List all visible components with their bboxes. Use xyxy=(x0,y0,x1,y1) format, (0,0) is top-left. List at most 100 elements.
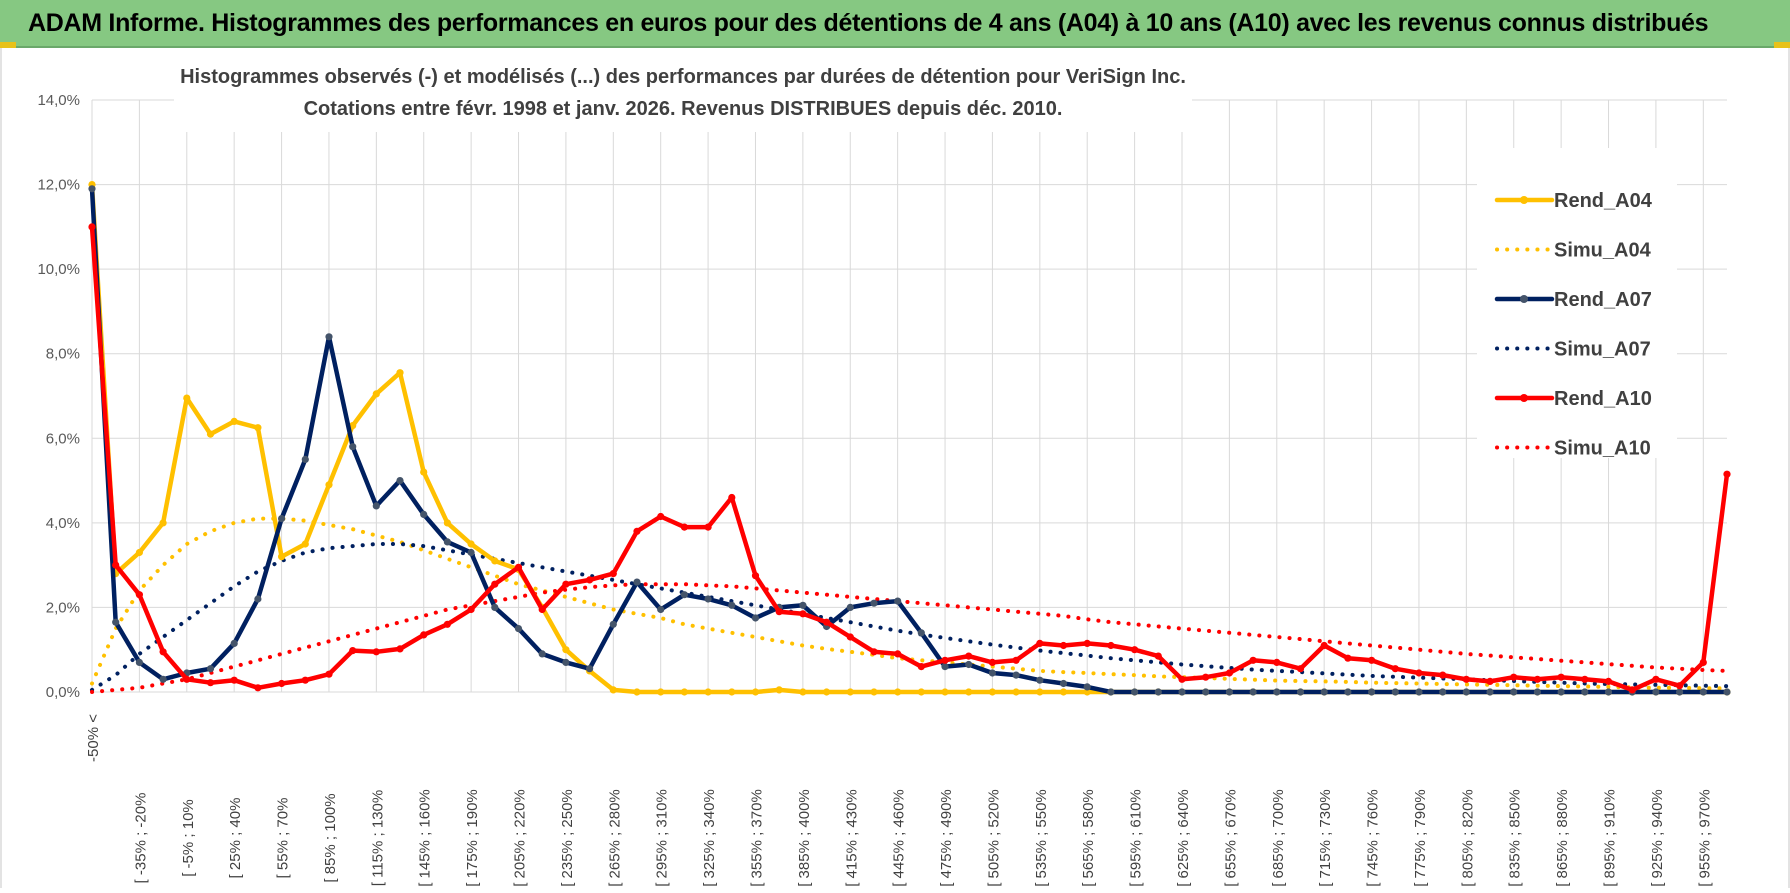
data-point xyxy=(1154,688,1162,696)
data-point xyxy=(680,688,689,696)
data-point xyxy=(1652,675,1660,683)
data-point xyxy=(1083,639,1091,648)
data-point xyxy=(1462,688,1470,696)
data-point xyxy=(846,603,854,612)
data-point xyxy=(1557,688,1565,696)
x-tick-label: [ 385% ; 400% xyxy=(796,789,813,887)
data-point xyxy=(301,455,309,463)
data-point xyxy=(420,468,428,476)
data-point xyxy=(823,618,831,626)
x-tick-label: [ 325% ; 340% xyxy=(701,789,718,887)
data-point xyxy=(206,679,215,687)
data-point xyxy=(301,676,309,684)
data-point xyxy=(372,648,380,656)
legend-swatch-marker xyxy=(1520,394,1528,402)
data-point xyxy=(728,493,736,502)
data-point xyxy=(1036,688,1044,696)
banner-corner-left xyxy=(0,42,16,48)
data-point xyxy=(325,670,333,678)
data-point xyxy=(1439,688,1447,696)
x-tick-label: [ 685% ; 700% xyxy=(1270,789,1287,887)
data-point xyxy=(562,580,570,588)
data-point xyxy=(965,652,973,660)
data-point xyxy=(751,614,760,622)
data-point xyxy=(183,675,191,683)
data-point xyxy=(704,688,712,696)
data-point xyxy=(1628,686,1636,694)
data-point xyxy=(1391,688,1399,696)
data-point xyxy=(1510,673,1518,681)
series-line-rend-a07 xyxy=(89,186,1730,695)
data-point xyxy=(704,595,712,603)
y-tick-label: 14,0% xyxy=(37,92,80,109)
data-point xyxy=(230,676,238,684)
x-tick-label: [ 805% ; 820% xyxy=(1459,789,1476,887)
data-point xyxy=(917,663,925,671)
data-point xyxy=(1059,641,1068,650)
data-point xyxy=(349,647,357,655)
data-point xyxy=(1676,688,1684,696)
data-point xyxy=(112,561,120,569)
data-point xyxy=(1557,673,1565,681)
data-point xyxy=(88,223,96,231)
data-point xyxy=(443,620,451,628)
data-point xyxy=(396,645,404,653)
data-point xyxy=(775,608,783,616)
x-tick-label: [ 565% ; 580% xyxy=(1080,789,1097,887)
data-point xyxy=(514,625,523,633)
data-point xyxy=(1249,656,1257,664)
data-point xyxy=(988,658,997,667)
data-point xyxy=(1415,669,1423,677)
data-point xyxy=(894,597,902,605)
y-tick-label: 6,0% xyxy=(46,430,80,447)
data-point xyxy=(254,424,262,432)
data-point xyxy=(1533,675,1541,683)
data-point xyxy=(88,185,96,193)
data-point xyxy=(1131,646,1139,654)
series-layer xyxy=(88,181,1731,696)
x-tick-label: [ 295% ; 310% xyxy=(654,789,671,887)
data-point xyxy=(349,422,357,430)
chart-container: 0,0% 2,0% 4,0% 6,0% 8,0% 10,0% 12,0% 14,0% -50%… xyxy=(0,48,1790,888)
data-point xyxy=(443,519,451,527)
data-point xyxy=(1581,675,1589,683)
data-point xyxy=(609,686,617,694)
legend-entry: Rend_A10 xyxy=(1494,388,1652,410)
data-point xyxy=(728,601,736,609)
x-tick-label: [ 415% ; 430% xyxy=(843,789,860,887)
data-point xyxy=(704,523,712,531)
legend-label: Rend_A04 xyxy=(1554,190,1653,212)
data-point xyxy=(1652,688,1660,696)
data-point xyxy=(372,502,380,510)
data-point xyxy=(278,553,286,561)
x-tick-label: [ 175% ; 190% xyxy=(464,789,481,887)
chart-legend: Rend_A04 Simu_A04 Rend_A07 Simu_A07 Rend_A10… xyxy=(1477,148,1677,460)
x-tick-label: [ 235% ; 250% xyxy=(559,789,576,887)
x-tick-label: [ 955% ; 970% xyxy=(1696,789,1713,887)
data-point xyxy=(467,548,475,557)
data-point xyxy=(657,512,665,521)
data-point xyxy=(1036,639,1044,648)
data-point xyxy=(1059,679,1068,688)
data-point xyxy=(799,688,807,696)
legend-entry: Rend_A04 xyxy=(1494,190,1653,212)
legend-label: Rend_A07 xyxy=(1554,289,1652,311)
data-point xyxy=(1154,652,1162,660)
legend-label: Rend_A10 xyxy=(1554,388,1652,410)
data-point xyxy=(894,688,902,696)
data-point xyxy=(159,648,167,656)
data-point xyxy=(206,430,215,438)
data-point xyxy=(799,601,807,609)
data-point xyxy=(1059,688,1068,696)
data-point xyxy=(1723,688,1731,696)
data-point xyxy=(538,650,546,658)
x-tick-label: [ -5% ; 10% xyxy=(180,799,197,877)
x-tick-label: [ 715% ; 730% xyxy=(1317,789,1334,887)
y-tick-label: 8,0% xyxy=(46,346,80,363)
data-point xyxy=(1486,677,1494,686)
x-tick-label: [ 145% ; 160% xyxy=(417,789,434,887)
x-tick-label: [ 835% ; 850% xyxy=(1507,789,1524,887)
data-point xyxy=(467,605,475,614)
data-point xyxy=(1699,688,1707,696)
